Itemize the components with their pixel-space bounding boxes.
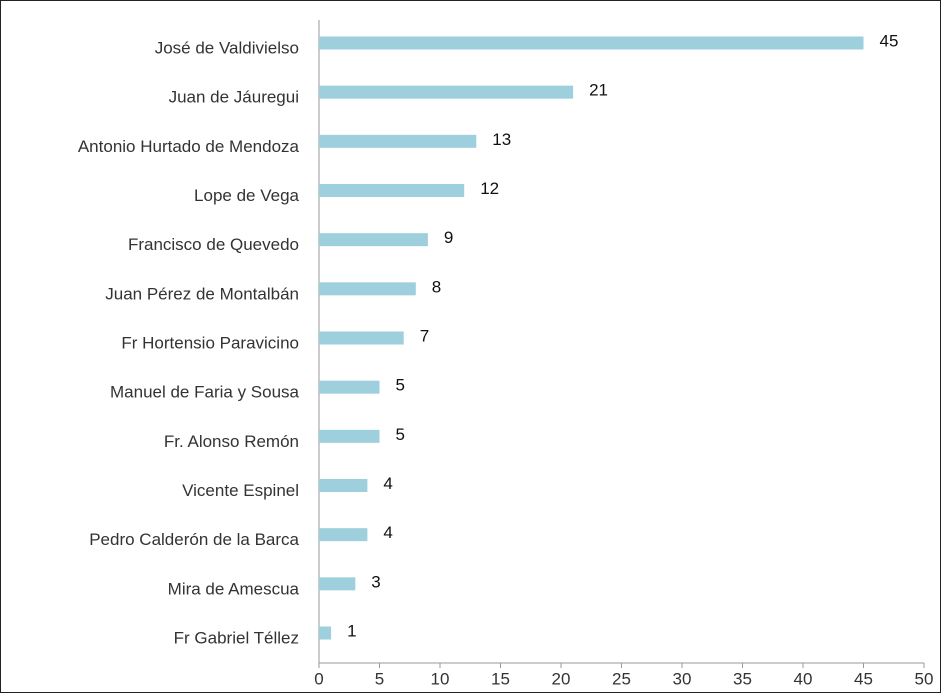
x-tick-label: 20	[552, 669, 571, 688]
bar	[319, 233, 428, 247]
category-label: Juan de Jáuregui	[169, 88, 299, 107]
data-label: 45	[880, 31, 899, 50]
category-label: Antonio Hurtado de Mendoza	[78, 137, 300, 156]
x-tick-label: 50	[915, 669, 934, 688]
bar	[319, 429, 380, 443]
x-tick-label: 30	[673, 669, 692, 688]
category-label: Fr. Alonso Remón	[164, 432, 299, 451]
bar	[319, 626, 332, 640]
x-tick-label: 15	[491, 669, 510, 688]
data-label: 7	[420, 326, 429, 345]
x-tick-label: 25	[612, 669, 631, 688]
data-label: 4	[383, 523, 392, 542]
data-label: 4	[383, 474, 392, 493]
x-tick-label: 10	[431, 669, 450, 688]
bar	[319, 380, 380, 394]
category-label: Juan Pérez de Montalbán	[105, 284, 299, 303]
bar	[319, 184, 465, 197]
data-label: 12	[480, 179, 499, 198]
data-label: 13	[492, 130, 511, 149]
category-label: Pedro Calderón de la Barca	[89, 530, 299, 549]
bar	[319, 577, 356, 591]
x-tick-label: 40	[794, 669, 813, 688]
category-label: Fr Hortensio Paravicino	[121, 333, 299, 352]
data-label: 21	[589, 81, 608, 100]
bar	[319, 331, 404, 345]
data-label: 9	[444, 228, 453, 247]
bar	[319, 134, 477, 148]
category-label: Lope de Vega	[194, 186, 299, 205]
category-label: Francisco de Quevedo	[128, 235, 299, 254]
category-label: Fr Gabriel Téllez	[174, 628, 299, 647]
category-label: Vicente Espinel	[182, 481, 299, 500]
x-tick-label: 35	[733, 669, 752, 688]
data-label: 8	[432, 277, 441, 296]
category-label: Mira de Amescua	[168, 579, 300, 598]
category-label: José de Valdivielso	[155, 38, 299, 57]
x-tick-label: 5	[375, 669, 384, 688]
bar	[319, 282, 416, 296]
data-label: 3	[371, 572, 380, 591]
bar	[319, 528, 368, 542]
category-label: Manuel de Faria y Sousa	[110, 383, 300, 402]
x-tick-label: 0	[314, 669, 323, 688]
data-label: 5	[396, 425, 405, 444]
bar	[319, 36, 864, 50]
bar	[319, 85, 574, 99]
x-tick-label: 45	[854, 669, 873, 688]
data-label: 1	[347, 621, 356, 640]
data-label: 5	[396, 376, 405, 395]
bar	[319, 479, 368, 492]
